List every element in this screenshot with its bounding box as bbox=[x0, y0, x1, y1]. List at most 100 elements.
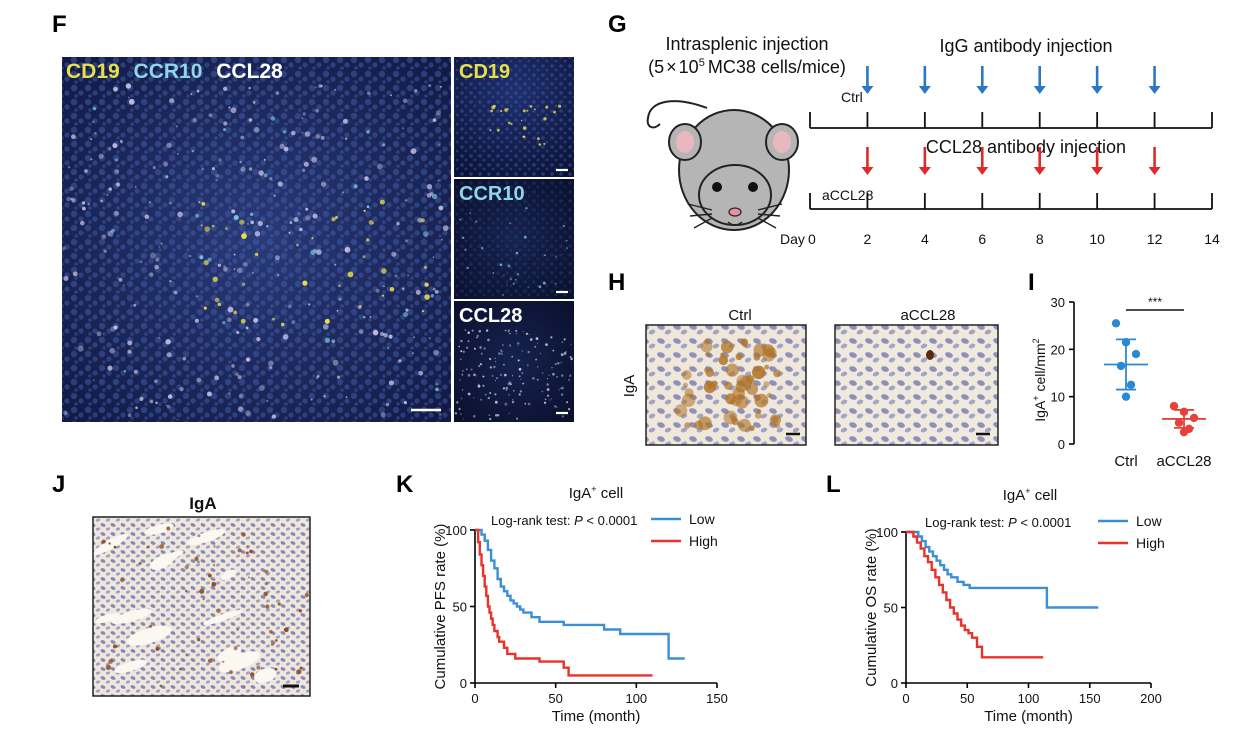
panel-k-km-chart: 0 50 100 0 50 100 150 Time (month) Cumulative PF… bbox=[432, 511, 728, 725]
day-tick-8: 8 bbox=[1036, 231, 1044, 247]
panel-i: I IgA+ cell/mm2 0 10 20 30 Ctrl aCCL28 *** bbox=[1028, 269, 1212, 470]
ccl28-injection-arrow-day-8 bbox=[1033, 147, 1046, 175]
panel-i-xtick-accl28: aCCL28 bbox=[1156, 453, 1211, 470]
igg-injection-arrow-day-6 bbox=[976, 66, 989, 94]
panel-f-main-image: CD19 CCR10 CCL28 bbox=[62, 57, 451, 422]
panel-l-ytick-0: 0 bbox=[891, 676, 898, 691]
panel-i-point-ctrl-2 bbox=[1131, 349, 1141, 359]
panel-i-point-accl28-3 bbox=[1174, 418, 1184, 427]
panel-i-ytick-20: 20 bbox=[1051, 342, 1065, 357]
panel-i-ytick-0: 0 bbox=[1058, 437, 1065, 452]
panel-f-inset-ccr10: CCR10 bbox=[454, 179, 574, 299]
panel-f-inset-cd19: CD19 bbox=[454, 57, 574, 177]
panel-k-ytick-50: 50 bbox=[453, 600, 467, 615]
panel-i-point-accl28-2 bbox=[1189, 413, 1199, 423]
panel-k-title: IgA+ cell bbox=[569, 484, 623, 502]
panel-k-legend-label-high: High bbox=[689, 533, 718, 549]
panel-k-ytick-0: 0 bbox=[460, 676, 467, 691]
panel-l-ytick-100: 100 bbox=[876, 525, 898, 540]
day-tick-6: 6 bbox=[978, 231, 986, 247]
panel-l-ytick-50: 50 bbox=[884, 601, 898, 616]
panel-letter-h: H bbox=[608, 269, 625, 296]
panel-f-inset-ccl28: CCL28 bbox=[454, 301, 574, 422]
panel-i-ytick-30: 30 bbox=[1051, 295, 1065, 310]
panel-letter-j: J bbox=[52, 471, 65, 498]
ccl28-injection-arrow-day-12 bbox=[1148, 147, 1161, 175]
ihc-image-treat bbox=[834, 324, 999, 446]
panel-i-point-ctrl-4 bbox=[1126, 380, 1136, 390]
panel-k-logrank: Log-rank test: P < 0.0001 bbox=[491, 513, 637, 528]
panel-k-curve-high bbox=[475, 528, 653, 677]
inset-label-cd19: CD19 bbox=[459, 61, 510, 83]
panel-l-xtick-150: 150 bbox=[1079, 691, 1101, 706]
panel-k-xtick-50: 50 bbox=[548, 691, 562, 706]
panel-l-xtick-200: 200 bbox=[1140, 691, 1162, 706]
panel-i-point-ctrl-5 bbox=[1121, 392, 1131, 401]
panel-j: J IgA bbox=[52, 471, 311, 697]
inset-label-ccr10: CCR10 bbox=[459, 183, 525, 205]
ihc-treat-title: aCCL28 bbox=[900, 307, 955, 324]
panel-l-km-chart: 0 50 100 0 50 100 150 200 Time (month) Cumulative… bbox=[863, 513, 1165, 725]
ihc-ctrl-title: Ctrl bbox=[728, 307, 751, 324]
ctrl-timeline-label: Ctrl bbox=[841, 89, 863, 105]
panel-l-xtick-50: 50 bbox=[960, 691, 974, 706]
panel-j-title: IgA bbox=[189, 494, 216, 513]
day-tick-4: 4 bbox=[921, 231, 929, 247]
panel-letter-l: L bbox=[826, 471, 841, 498]
panel-i-point-ctrl-3 bbox=[1116, 361, 1126, 371]
ccl28-injection-arrow-day-4 bbox=[918, 147, 931, 175]
inset-label-ccl28: CCL28 bbox=[459, 305, 522, 327]
panel-l-legend-label-high: High bbox=[1136, 535, 1165, 551]
panel-l-xlabel: Time (month) bbox=[984, 708, 1073, 725]
panel-l-ylabel: Cumulative OS rate (%) bbox=[863, 528, 880, 686]
injection-dose: (5 × 105 MC38 cells/mice) bbox=[648, 57, 846, 77]
panel-k-ylabel: Cumulative PFS rate (%) bbox=[432, 524, 449, 690]
day-tick-12: 12 bbox=[1147, 231, 1163, 247]
panel-letter-k: K bbox=[396, 471, 414, 498]
day-tick-10: 10 bbox=[1089, 231, 1105, 247]
day-tick-0: 0 bbox=[808, 231, 816, 247]
panel-f-fluorescent-signals bbox=[62, 83, 449, 421]
panel-k-curve-low bbox=[475, 528, 685, 660]
igg-injection-arrow-day-10 bbox=[1091, 66, 1104, 94]
panel-l-curve-high bbox=[906, 530, 1044, 659]
panel-i-ytick-10: 10 bbox=[1051, 390, 1065, 405]
day-tick-2: 2 bbox=[864, 231, 872, 247]
ihc-image-tissue bbox=[92, 516, 311, 697]
panel-i-ylabel: IgA+ cell/mm2 bbox=[1031, 338, 1048, 421]
panel-i-point-ctrl-0 bbox=[1111, 319, 1121, 328]
day-tick-14: 14 bbox=[1204, 231, 1220, 247]
ccl28-injection-arrow-day-10 bbox=[1091, 147, 1104, 175]
channel-label-ccr10: CCR10 bbox=[134, 60, 203, 83]
panel-l-logrank: Log-rank test: P < 0.0001 bbox=[925, 515, 1071, 530]
panel-i-significance: *** bbox=[1148, 295, 1162, 309]
panel-k-legend-label-low: Low bbox=[689, 511, 716, 527]
panel-i-point-accl28-0 bbox=[1169, 401, 1179, 411]
day-label: Day bbox=[780, 231, 805, 247]
panel-letter-g: G bbox=[608, 11, 627, 38]
igg-injection-arrow-day-8 bbox=[1033, 66, 1046, 94]
panel-l-xtick-100: 100 bbox=[1018, 691, 1040, 706]
treat-timeline-label: aCCL28 bbox=[822, 187, 874, 203]
ccl28-injection-arrow-day-2 bbox=[861, 147, 874, 175]
panel-l-title: IgA+ cell bbox=[1003, 486, 1057, 504]
ihc-ylabel: IgA bbox=[621, 375, 638, 398]
panel-h: H Ctrl aCCL28 IgA bbox=[608, 269, 999, 446]
injection-title: Intrasplenic injection bbox=[665, 34, 828, 54]
panel-i-dot-plot: 0 10 20 30 Ctrl aCCL28 *** bbox=[1051, 295, 1212, 470]
injection-timelines: 0 2 4 6 8 10 12 14 bbox=[808, 66, 1220, 247]
panel-l-xtick-0: 0 bbox=[902, 691, 909, 706]
panel-i-point-accl28-5 bbox=[1179, 427, 1189, 437]
channel-label-cd19: CD19 bbox=[66, 60, 120, 83]
panel-l-legend-label-low: Low bbox=[1136, 513, 1163, 529]
panel-i-xtick-ctrl: Ctrl bbox=[1114, 453, 1137, 470]
igg-injection-arrow-day-12 bbox=[1148, 66, 1161, 94]
ccl28-injection-label: CCL28 antibody injection bbox=[926, 137, 1126, 157]
panel-l-curve-low bbox=[906, 530, 1099, 609]
panel-l: L IgA+ cell Log-rank test: P < 0.0001 0 5… bbox=[826, 471, 1165, 725]
igg-injection-arrow-day-4 bbox=[918, 66, 931, 94]
panel-f-channel-labels: CD19 CCR10 CCL28 bbox=[66, 60, 283, 83]
igg-injection-arrow-day-2 bbox=[861, 66, 874, 94]
igg-injection-label: IgG antibody injection bbox=[939, 36, 1112, 56]
